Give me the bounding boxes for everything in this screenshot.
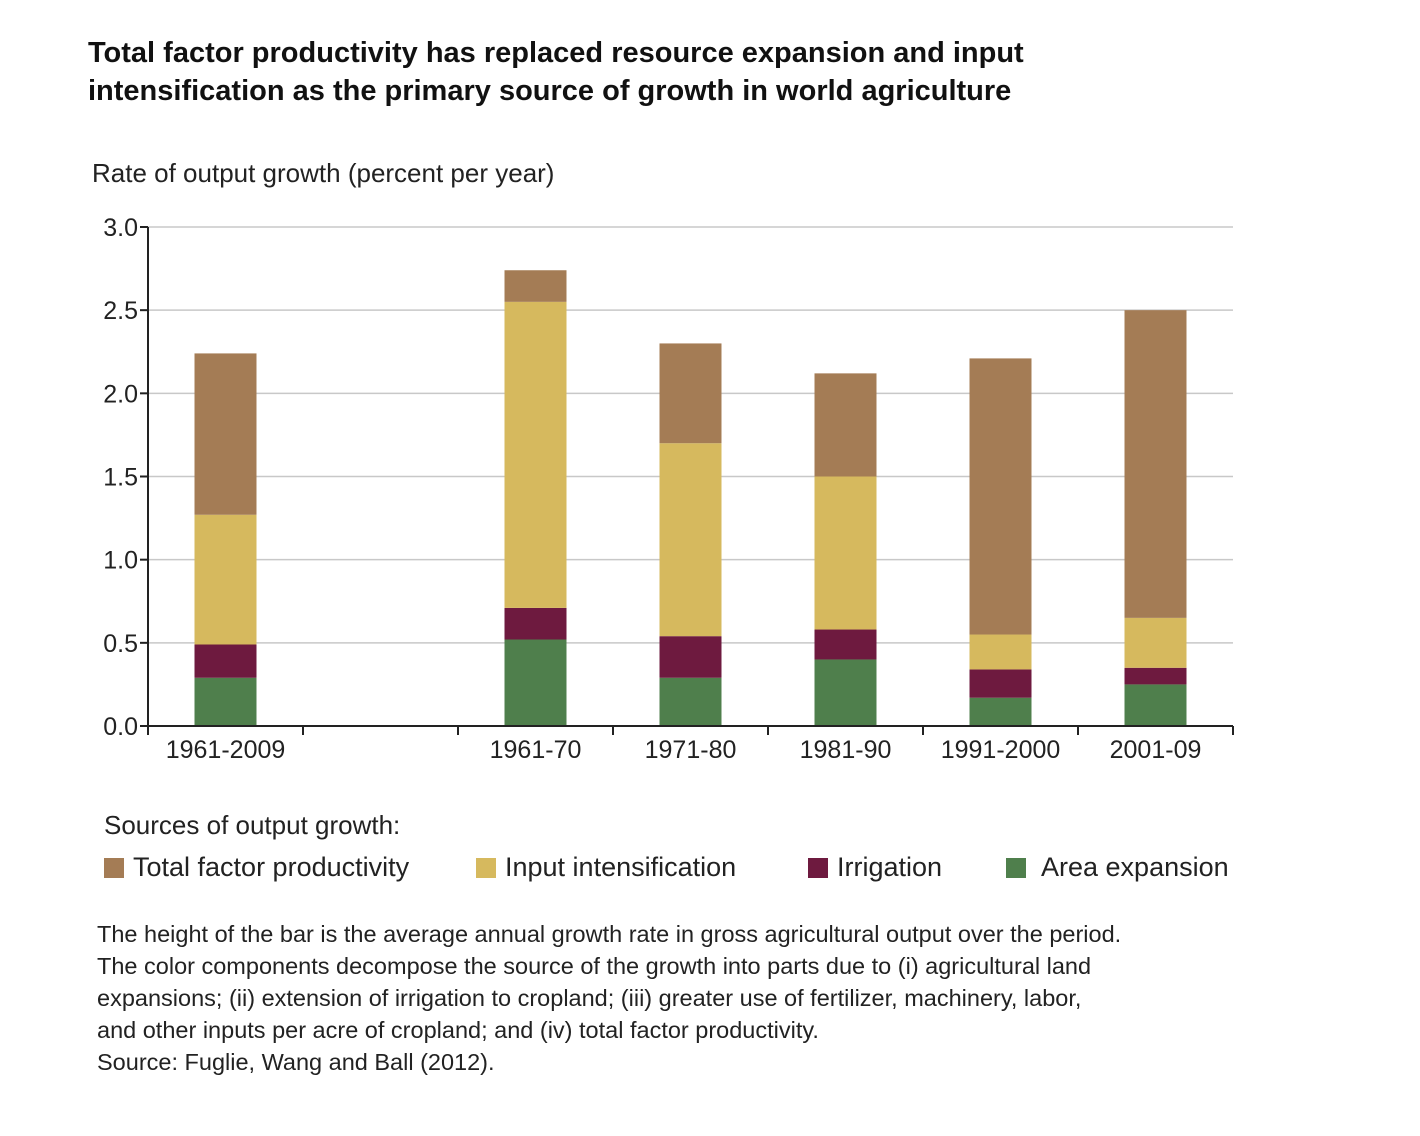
bar-1961-2009-area-expansion bbox=[194, 677, 257, 726]
bar-1971-80-irrigation bbox=[659, 636, 722, 678]
legend-swatch-input-intensification bbox=[476, 857, 496, 878]
chart-title-line-1: Total factor productivity has replaced r… bbox=[88, 37, 1024, 69]
bar-1971-80-total-factor-productivity bbox=[659, 343, 722, 444]
note-line-2: The color components decompose the sourc… bbox=[97, 953, 1092, 979]
chart-title: Total factor productivity has replaced r… bbox=[88, 34, 1188, 110]
bar-1961-2009-irrigation bbox=[194, 644, 257, 678]
legend-swatch-irrigation bbox=[808, 857, 828, 878]
stacked-bar-chart: 0.0 0.5 1.0 1.5 2.0 2.5 3.0 1961-2009 1961-70 197… bbox=[103, 214, 1234, 764]
bar-1961-70-area-expansion bbox=[504, 639, 567, 726]
legend-heading: Sources of output growth: bbox=[104, 810, 401, 840]
bar-1991-2000-area-expansion bbox=[969, 697, 1032, 726]
y-tick-label-1.0: 1.0 bbox=[103, 547, 138, 575]
bar-1991-2000-irrigation bbox=[969, 669, 1032, 698]
bar-1991-2000-total-factor-productivity bbox=[969, 358, 1032, 635]
y-tick-label-2.0: 2.0 bbox=[103, 380, 138, 408]
y-axis-label: Rate of output growth (percent per year) bbox=[92, 158, 555, 188]
x-tick-label-1991-2000: 1991-2000 bbox=[941, 736, 1061, 764]
bar-1991-2000-input-intensification bbox=[969, 634, 1032, 670]
legend-swatch-tfp bbox=[104, 857, 124, 878]
x-tick-label-2001-09: 2001-09 bbox=[1110, 736, 1202, 764]
legend-swatch-area-expansion bbox=[1006, 857, 1026, 878]
x-tick-label-1961-2009: 1961-2009 bbox=[166, 736, 286, 764]
tick-labels: 0.0 0.5 1.0 1.5 2.0 2.5 3.0 1961-2009 1961-70 197… bbox=[103, 214, 1201, 764]
legend-item-irrigation: Irrigation bbox=[808, 852, 942, 883]
note-line-1: The height of the bar is the average ann… bbox=[97, 921, 1122, 947]
note-source: Source: Fuglie, Wang and Ball (2012). bbox=[97, 1049, 495, 1075]
legend-item-area-expansion: Area expansion bbox=[1006, 852, 1229, 883]
bar-1981-90-area-expansion bbox=[814, 659, 877, 726]
bar-1971-80-input-intensification bbox=[659, 443, 722, 637]
axes bbox=[140, 226, 1234, 735]
bars bbox=[194, 270, 1187, 726]
bar-2001-09-area-expansion bbox=[1124, 684, 1187, 726]
bar-1981-90-total-factor-productivity bbox=[814, 373, 877, 477]
legend-label-irrigation: Irrigation bbox=[837, 852, 943, 882]
legend-item-input-intensification: Input intensification bbox=[476, 852, 736, 883]
bar-2001-09-irrigation bbox=[1124, 667, 1187, 685]
bar-1961-70-total-factor-productivity bbox=[504, 270, 567, 302]
y-tick-label-3.0: 3.0 bbox=[103, 214, 138, 242]
bar-1971-80-area-expansion bbox=[659, 677, 722, 726]
y-tick-label-0.0: 0.0 bbox=[103, 713, 138, 741]
bar-1961-2009-input-intensification bbox=[194, 514, 257, 645]
bar-2001-09-input-intensification bbox=[1124, 617, 1187, 668]
legend-label-tfp: Total factor productivity bbox=[133, 852, 410, 882]
chart-title-line-2: intensification as the primary source of… bbox=[88, 75, 1012, 107]
bar-1981-90-input-intensification bbox=[814, 476, 877, 630]
note-line-4: and other inputs per acre of cropland; a… bbox=[97, 1017, 819, 1043]
bar-2001-09-total-factor-productivity bbox=[1124, 310, 1187, 618]
y-tick-label-2.5: 2.5 bbox=[103, 297, 138, 325]
note-line-3: expansions; (ii) extension of irrigation… bbox=[97, 985, 1082, 1011]
legend-label-area-expansion: Area expansion bbox=[1041, 852, 1229, 882]
y-tick-label-0.5: 0.5 bbox=[103, 630, 138, 658]
chart-notes: The height of the bar is the average ann… bbox=[97, 918, 1297, 1078]
legend-label-input-intensification: Input intensification bbox=[505, 852, 737, 882]
x-tick-label-1961-70: 1961-70 bbox=[490, 736, 582, 764]
legend: Total factor productivity Input intensif… bbox=[104, 852, 1304, 892]
legend-item-tfp: Total factor productivity bbox=[104, 852, 409, 883]
bar-1961-70-irrigation bbox=[504, 607, 567, 640]
x-tick-label-1971-80: 1971-80 bbox=[645, 736, 737, 764]
bar-1961-2009-total-factor-productivity bbox=[194, 353, 257, 515]
x-tick-label-1981-90: 1981-90 bbox=[800, 736, 892, 764]
bar-1961-70-input-intensification bbox=[504, 301, 567, 608]
y-tick-label-1.5: 1.5 bbox=[103, 464, 138, 492]
bar-1981-90-irrigation bbox=[814, 629, 877, 660]
